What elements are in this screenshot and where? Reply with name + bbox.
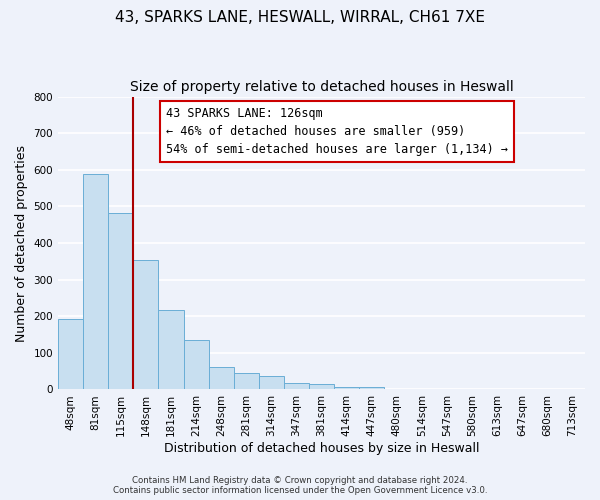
- Bar: [158, 310, 184, 390]
- Bar: [259, 376, 284, 390]
- Bar: [184, 340, 209, 390]
- Title: Size of property relative to detached houses in Heswall: Size of property relative to detached ho…: [130, 80, 514, 94]
- Bar: [108, 213, 133, 390]
- Bar: [334, 386, 359, 390]
- Text: 43 SPARKS LANE: 126sqm
← 46% of detached houses are smaller (959)
54% of semi-de: 43 SPARKS LANE: 126sqm ← 46% of detached…: [166, 107, 508, 156]
- Bar: [359, 386, 384, 390]
- Text: 43, SPARKS LANE, HESWALL, WIRRAL, CH61 7XE: 43, SPARKS LANE, HESWALL, WIRRAL, CH61 7…: [115, 10, 485, 25]
- Bar: [209, 367, 233, 390]
- Y-axis label: Number of detached properties: Number of detached properties: [15, 144, 28, 342]
- Text: Contains HM Land Registry data © Crown copyright and database right 2024.
Contai: Contains HM Land Registry data © Crown c…: [113, 476, 487, 495]
- Bar: [309, 384, 334, 390]
- X-axis label: Distribution of detached houses by size in Heswall: Distribution of detached houses by size …: [164, 442, 479, 455]
- Bar: [58, 319, 83, 390]
- Bar: [284, 383, 309, 390]
- Bar: [133, 260, 158, 390]
- Bar: [233, 374, 259, 390]
- Bar: [83, 174, 108, 390]
